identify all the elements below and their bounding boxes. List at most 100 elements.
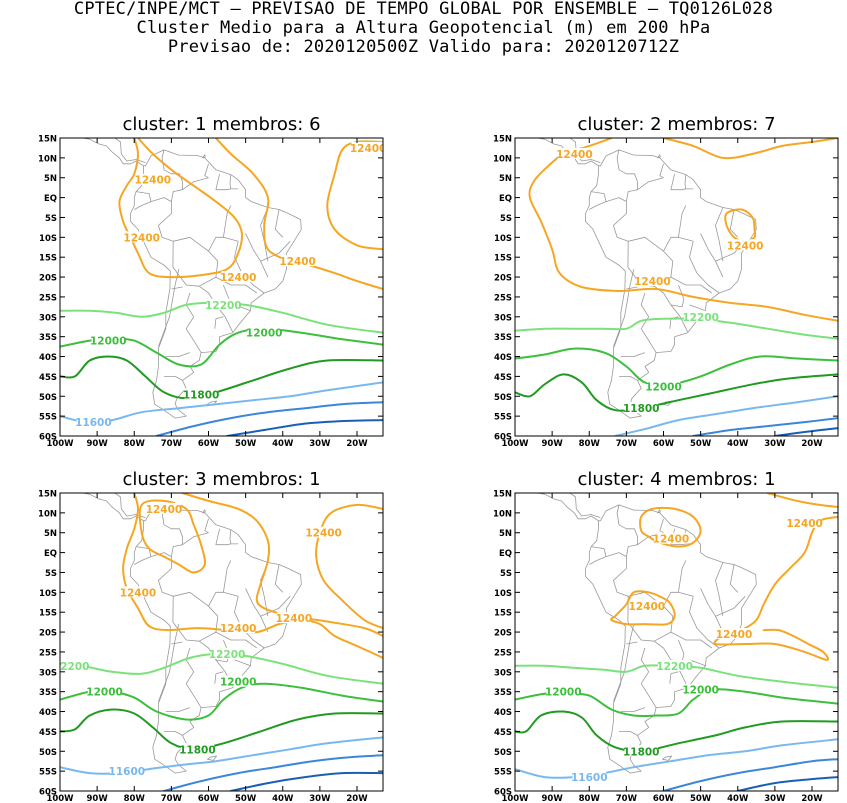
contour-line-12400 bbox=[181, 493, 383, 637]
geopotential-contours bbox=[60, 138, 383, 436]
contour-label-bg bbox=[572, 771, 607, 783]
lon-tick-label: 40W bbox=[272, 439, 294, 449]
lon-tick-label: 90W bbox=[542, 439, 564, 449]
contour-label: 11800 bbox=[623, 746, 660, 758]
lon-tick-label: 80W bbox=[579, 439, 601, 449]
country-border bbox=[214, 316, 224, 329]
contour-line-11600 bbox=[515, 738, 838, 779]
contour-label-bg bbox=[351, 141, 383, 153]
lat-tick-label: 10N bbox=[38, 154, 57, 164]
country-border bbox=[619, 731, 638, 736]
contour-labels: 12400 12400 12400 12400 12400 12200 2200 12000 1… bbox=[60, 502, 342, 778]
lat-tick-label: 35S bbox=[494, 333, 512, 343]
contour-label-bg bbox=[110, 765, 144, 777]
south-america-coastline bbox=[585, 149, 757, 419]
contour-label-bg bbox=[61, 659, 89, 671]
lat-tick-label: 15N bbox=[38, 490, 57, 500]
lat-tick-label: EQ bbox=[44, 549, 57, 559]
lat-tick-label: 35S bbox=[494, 688, 512, 698]
header-line-2: Cluster Medio para a Altura Geopotencial… bbox=[136, 18, 711, 38]
country-border bbox=[678, 560, 687, 593]
contour-label: 11600 bbox=[571, 772, 608, 784]
contour-label-bg bbox=[717, 628, 751, 640]
lon-tick-label: 100W bbox=[501, 439, 529, 449]
country-border bbox=[626, 286, 638, 290]
country-border bbox=[171, 641, 183, 645]
contour-label-bg bbox=[147, 502, 181, 514]
country-border bbox=[589, 191, 607, 210]
map-frame bbox=[514, 492, 839, 792]
contour-label: 11800 bbox=[183, 389, 220, 401]
lat-tick-label: 20S bbox=[39, 629, 57, 639]
lat-tick-label: 60S bbox=[39, 433, 57, 443]
country-border bbox=[640, 647, 657, 708]
country-border bbox=[204, 163, 209, 179]
continent-outlines bbox=[537, 493, 757, 774]
contour-line-11200 bbox=[736, 776, 838, 791]
map-area: 12400 12400 12400 12400 12400 12200 2200 12000 1… bbox=[60, 493, 383, 791]
contour-label-bg bbox=[654, 532, 688, 544]
lon-tick-label: 70W bbox=[616, 439, 638, 449]
country-border bbox=[715, 562, 724, 617]
contour-line-11400 bbox=[155, 401, 383, 436]
country-border bbox=[689, 596, 720, 649]
lon-tick-label: 50W bbox=[235, 439, 257, 449]
country-border bbox=[613, 624, 635, 702]
contour-labels: 12400 12400 12400 12400 12200 12000 12000 11800… bbox=[545, 516, 823, 784]
country-border bbox=[260, 207, 269, 262]
country-border bbox=[245, 233, 269, 278]
lon-tick-label: 30W bbox=[309, 439, 331, 449]
contour-line-12200 bbox=[60, 652, 383, 685]
country-border bbox=[700, 233, 724, 278]
country-border bbox=[204, 518, 209, 534]
contour-label-bg bbox=[557, 147, 592, 159]
country-border bbox=[605, 552, 627, 557]
contour-label: 12400 bbox=[146, 504, 183, 516]
geopotential-contours bbox=[60, 493, 383, 791]
lat-tick-label: 25S bbox=[39, 293, 57, 303]
country-border bbox=[663, 591, 694, 607]
country-border bbox=[274, 564, 284, 593]
lat-tick-label: 10S bbox=[39, 234, 57, 244]
lon-tick-label: 100W bbox=[46, 794, 74, 803]
country-border bbox=[229, 174, 239, 190]
country-border bbox=[627, 591, 674, 642]
country-border bbox=[158, 624, 180, 702]
contour-line-11200 bbox=[226, 419, 383, 436]
country-border bbox=[678, 205, 687, 238]
country-border bbox=[613, 532, 664, 597]
lat-tick-label: 50S bbox=[39, 748, 57, 758]
lat-tick-label: 25S bbox=[39, 648, 57, 658]
figure-header: CPTEC/INPE/MCT – PREVISAO DE TEMPO GLOBA… bbox=[0, 0, 847, 57]
contour-line-12400 bbox=[315, 503, 383, 630]
contour-line-11800 bbox=[515, 710, 838, 753]
lon-tick-label: 60W bbox=[198, 439, 220, 449]
contour-label-bg bbox=[728, 239, 762, 251]
contour-label: 12400 bbox=[350, 143, 387, 155]
central-america-caribbean-coast bbox=[100, 138, 146, 163]
lat-tick-label: 35S bbox=[39, 333, 57, 343]
contour-line-12400 bbox=[122, 493, 383, 659]
country-border bbox=[616, 504, 638, 545]
lat-tick-label: 15S bbox=[39, 609, 57, 619]
lon-tick-label: 30W bbox=[764, 794, 786, 803]
country-border bbox=[619, 376, 638, 381]
lon-tick-label: 20W bbox=[346, 794, 368, 803]
country-border bbox=[689, 241, 720, 294]
contour-label-bg bbox=[206, 298, 241, 310]
lon-tick-label: 90W bbox=[542, 794, 564, 803]
country-border bbox=[260, 596, 291, 617]
contour-label: 2200 bbox=[60, 661, 89, 673]
lon-tick-label: 40W bbox=[727, 439, 749, 449]
country-border bbox=[274, 209, 284, 238]
lat-tick-label: 55S bbox=[494, 768, 512, 778]
country-border bbox=[164, 376, 183, 381]
contour-labels: 12400 12400 12400 12400 12400 12200 12000 12000… bbox=[75, 141, 387, 429]
lon-tick-label: 50W bbox=[690, 439, 712, 449]
contour-label: 12200 bbox=[656, 661, 693, 673]
contour-label-bg bbox=[306, 526, 341, 538]
contour-line-12200 bbox=[515, 664, 838, 689]
island-outline bbox=[657, 154, 661, 159]
lon-tick-label: 80W bbox=[124, 439, 146, 449]
